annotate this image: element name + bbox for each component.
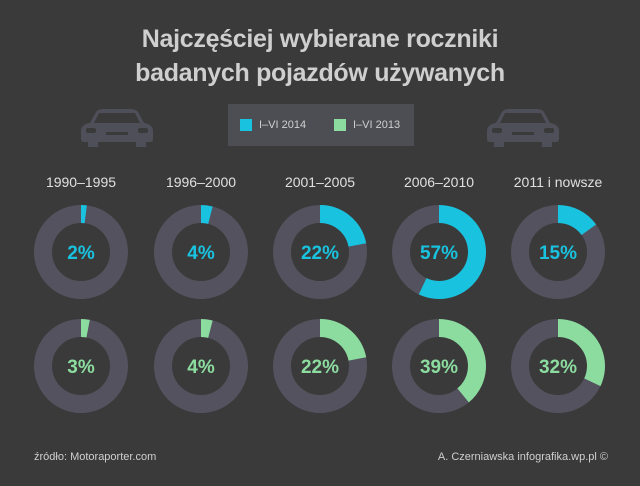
- category-label: 1990–1995: [45, 174, 117, 190]
- legend-label-2014: I–VI 2014: [259, 119, 307, 131]
- donut-segment: [392, 205, 486, 299]
- data-label: 15%: [539, 243, 577, 264]
- category-label: 2011 i nowsze: [513, 174, 603, 190]
- donut-segment: [511, 205, 605, 299]
- data-label: 57%: [420, 243, 458, 264]
- category-label: 2001–2005: [284, 174, 356, 190]
- donut-segment: [392, 319, 486, 413]
- data-label: 22%: [301, 243, 339, 264]
- data-label: 32%: [539, 357, 577, 378]
- car-icon: [81, 109, 153, 147]
- legend-swatch-2013: [334, 119, 346, 131]
- car-icon: [487, 109, 559, 147]
- legend: I–VI 2014 I–VI 2013: [228, 104, 414, 146]
- category-label: 1996–2000: [165, 174, 237, 190]
- donut-segment: [154, 205, 248, 299]
- donut-segment: [154, 319, 248, 413]
- donut-segment: [34, 205, 128, 299]
- donut-segment: [273, 205, 367, 299]
- title-line-1: Najczęściej wybierane roczniki: [141, 25, 499, 53]
- donut-segment: [511, 319, 605, 413]
- source-note: źródło: Motoraporter.com: [34, 451, 157, 463]
- legend-item-2014: I–VI 2014: [240, 118, 306, 132]
- credit-note: A. Czerniawska infografika.wp.pl ©: [437, 451, 608, 463]
- category-label: 2006–2010: [403, 174, 475, 190]
- donut-segment: [34, 319, 128, 413]
- category-headers: 1990–1995 1996–2000 2001–2005 2006–2010 …: [0, 174, 640, 194]
- data-label: 2%: [67, 243, 95, 264]
- data-label: 4%: [187, 243, 215, 264]
- legend-label-2013: I–VI 2013: [353, 119, 401, 131]
- data-label: 39%: [420, 357, 458, 378]
- legend-swatch-2014: [240, 119, 252, 131]
- donut-segment: [273, 319, 367, 413]
- data-label: 22%: [301, 357, 339, 378]
- title-line-2: badanych pojazdów używanych: [135, 59, 505, 87]
- chart-title: Najczęściej wybierane roczniki badanych …: [0, 22, 640, 90]
- legend-item-2013: I–VI 2013: [334, 118, 400, 132]
- data-label: 3%: [67, 357, 95, 378]
- data-label: 4%: [187, 357, 215, 378]
